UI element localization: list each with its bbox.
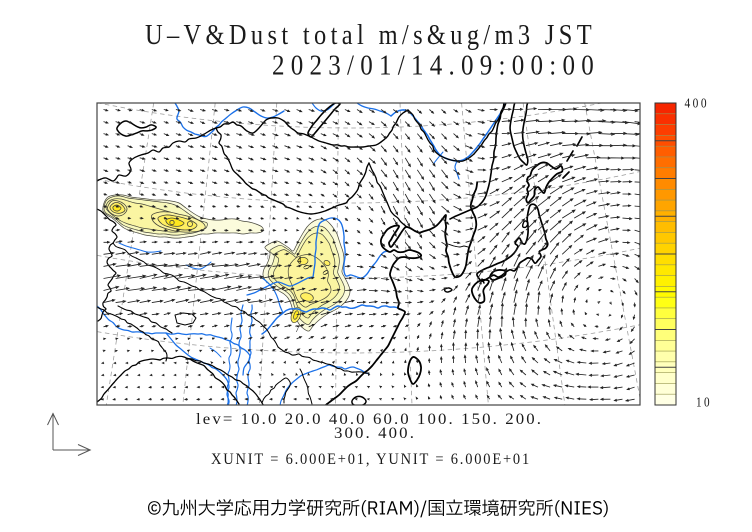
svg-text:400: 400 bbox=[685, 97, 710, 112]
svg-text:2023/01/14.09:00:00: 2023/01/14.09:00:00 bbox=[272, 51, 600, 82]
svg-text:300. 400.: 300. 400. bbox=[334, 425, 416, 442]
svg-text:lev= 10.0 20.0 40.0 60.0 100.: lev= 10.0 20.0 40.0 60.0 100. 150. 200. bbox=[196, 411, 543, 428]
svg-text:10: 10 bbox=[696, 396, 712, 411]
svg-text:0: 0 bbox=[301, 263, 312, 271]
svg-text:XUNIT = 6.000E+01, YUNIT =: XUNIT = 6.000E+01, YUNIT = 6.000E+01 bbox=[211, 451, 531, 468]
svg-text:U–V&Dust total m/s&ug/m3 JST: U–V&Dust total m/s&ug/m3 JST bbox=[145, 20, 596, 51]
svg-text:7: 7 bbox=[295, 324, 300, 334]
svg-text:0: 0 bbox=[320, 268, 331, 277]
svg-text:4: 4 bbox=[297, 255, 302, 265]
